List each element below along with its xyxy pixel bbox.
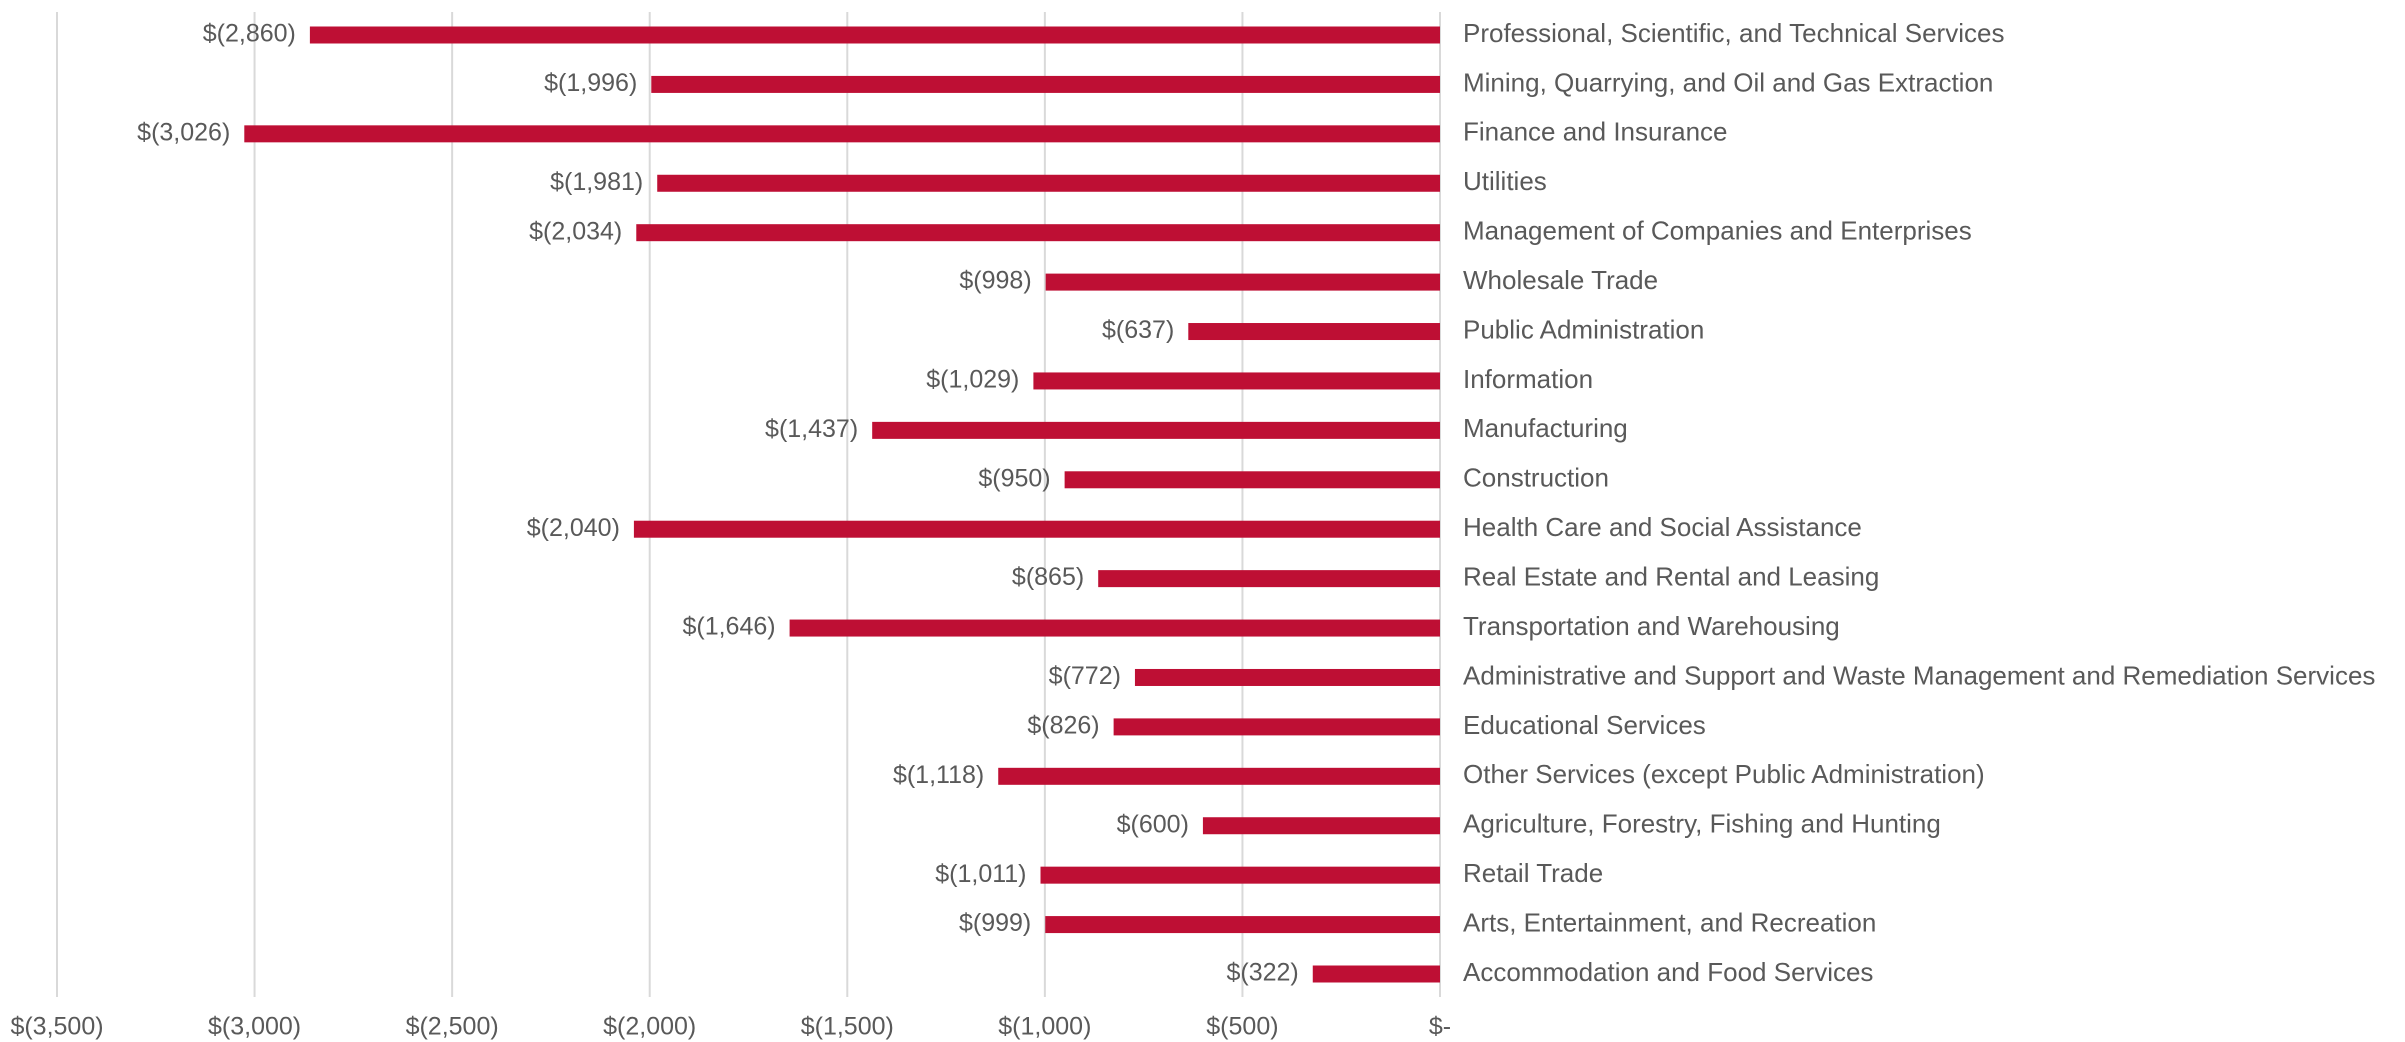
category-label: Construction: [1463, 463, 1609, 493]
value-label: $(600): [1117, 810, 1189, 838]
bar: [633, 520, 1440, 538]
x-tick-label: $(3,500): [10, 1013, 103, 1041]
value-label: $(1,646): [682, 613, 775, 641]
bar: [1098, 570, 1440, 588]
category-label: Retail Trade: [1463, 858, 1603, 888]
value-label: $(1,029): [926, 366, 1019, 394]
value-label: $(865): [1012, 563, 1084, 591]
value-label: $(1,437): [765, 415, 858, 443]
bar: [636, 224, 1440, 242]
x-tick-label: $(2,500): [406, 1013, 499, 1041]
category-label: Public Administration: [1463, 314, 1704, 344]
bar: [1188, 323, 1440, 341]
category-label: Mining, Quarrying, and Oil and Gas Extra…: [1463, 67, 1993, 97]
x-tick-label: $(3,000): [208, 1013, 301, 1041]
value-label: $(999): [959, 909, 1031, 937]
bar: [244, 125, 1440, 143]
category-label: Utilities: [1463, 166, 1547, 196]
category-label: Real Estate and Rental and Leasing: [1463, 562, 1879, 592]
category-label: Information: [1463, 364, 1593, 394]
category-label: Management of Companies and Enterprises: [1463, 216, 1972, 246]
bar: [998, 767, 1440, 785]
value-label: $(2,040): [527, 514, 620, 542]
value-label: $(1,118): [893, 761, 984, 789]
category-label: Health Care and Social Assistance: [1463, 512, 1862, 542]
value-label: $(322): [1226, 959, 1298, 987]
value-label: $(2,860): [203, 20, 296, 48]
bar: [657, 174, 1440, 192]
category-label: Professional, Scientific, and Technical …: [1463, 18, 2004, 48]
bar: [1040, 866, 1440, 884]
category-label: Accommodation and Food Services: [1463, 957, 1873, 987]
value-label: $(998): [959, 267, 1031, 295]
value-label: $(3,026): [137, 118, 230, 146]
category-label: Other Services (except Public Administra…: [1463, 759, 1985, 789]
bar: [1113, 718, 1440, 736]
value-label: $(1,981): [550, 168, 643, 196]
bar: [1045, 273, 1440, 291]
category-label: Wholesale Trade: [1463, 265, 1658, 295]
value-label: $(826): [1027, 712, 1099, 740]
bar: [1064, 471, 1440, 489]
value-label: $(637): [1102, 316, 1174, 344]
value-label: $(1,996): [544, 69, 637, 97]
value-label: $(772): [1049, 662, 1121, 690]
bar: [651, 75, 1440, 93]
bar: [872, 421, 1440, 439]
x-tick-label: $-: [1429, 1013, 1451, 1041]
value-label: $(1,011): [935, 860, 1026, 888]
value-label: $(950): [978, 464, 1050, 492]
value-label: $(2,034): [529, 217, 622, 245]
category-label: Finance and Insurance: [1463, 117, 1728, 147]
category-label: Transportation and Warehousing: [1463, 611, 1840, 641]
category-label: Arts, Entertainment, and Recreation: [1463, 907, 1876, 937]
bar: [1202, 817, 1440, 835]
bar: [789, 619, 1440, 637]
bar: [1134, 668, 1440, 686]
category-label: Educational Services: [1463, 710, 1706, 740]
bar: [1045, 916, 1440, 934]
category-label: Manufacturing: [1463, 413, 1628, 443]
bar: [1312, 965, 1440, 983]
category-label: Administrative and Support and Waste Man…: [1463, 660, 2375, 690]
x-tick-label: $(500): [1206, 1013, 1278, 1041]
bar: [309, 26, 1441, 44]
bar: [1033, 372, 1440, 390]
x-tick-label: $(1,000): [998, 1013, 1091, 1041]
x-tick-label: $(1,500): [801, 1013, 894, 1041]
x-tick-label: $(2,000): [603, 1013, 696, 1041]
category-label: Agriculture, Forestry, Fishing and Hunti…: [1463, 809, 1941, 839]
